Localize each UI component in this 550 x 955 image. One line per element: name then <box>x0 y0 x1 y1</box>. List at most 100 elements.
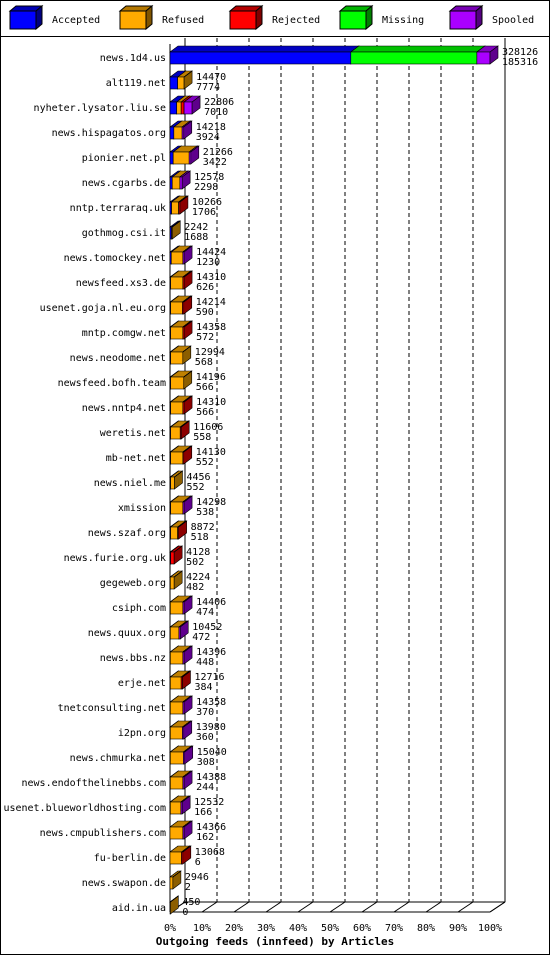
category-label: news.quux.org <box>88 628 166 639</box>
bar-front <box>170 576 175 590</box>
bar-front <box>170 451 184 465</box>
offered-label: 14358 <box>196 322 226 333</box>
bar-top <box>183 295 192 303</box>
tick-mark <box>457 901 474 913</box>
bar-segment <box>179 170 192 190</box>
category-label: news.swapon.de <box>82 878 166 889</box>
bar-segment <box>182 345 191 353</box>
bar-top <box>172 220 181 228</box>
bar-top <box>170 895 179 903</box>
bar-segment <box>183 270 193 278</box>
offered-label: 10266 <box>192 197 222 208</box>
offered-label: 14298 <box>196 497 226 508</box>
bar-segment <box>169 370 193 390</box>
bar-segment <box>178 620 190 640</box>
bar-side <box>183 770 193 790</box>
accepted-label: 558 <box>193 432 211 443</box>
bar-front <box>180 101 185 115</box>
accepted-label: 552 <box>186 482 204 493</box>
accepted-label: 552 <box>196 457 214 468</box>
bar-segment <box>172 870 182 878</box>
legend-label: Rejected <box>272 15 320 26</box>
x-tick-label: 30% <box>257 923 275 934</box>
tick-mark <box>297 901 314 913</box>
bar-segment <box>169 345 192 365</box>
bar-front <box>169 876 174 890</box>
bar-front <box>177 76 185 90</box>
offered-label: 14406 <box>196 597 226 608</box>
bar-front <box>169 76 178 90</box>
bar-front <box>171 176 181 190</box>
bar-front <box>170 401 184 415</box>
accepted-label: 566 <box>196 407 214 418</box>
bar-segment <box>173 545 183 553</box>
offered-label: 13980 <box>196 722 226 733</box>
category-label: xmission <box>118 503 166 514</box>
accepted-label: 448 <box>196 657 214 668</box>
tick-mark <box>201 901 218 913</box>
legend-swatch <box>119 10 147 30</box>
bar-front <box>170 801 182 815</box>
bar-front <box>176 101 182 115</box>
bar-side <box>179 620 189 640</box>
offered-label: 12578 <box>194 172 224 183</box>
accepted-label: 566 <box>196 382 214 393</box>
offered-label: 14130 <box>196 447 226 458</box>
bar-segment <box>183 395 193 403</box>
category-label: news.nntp4.net <box>82 403 166 414</box>
category-label: gegeweb.org <box>100 578 166 589</box>
category-label: weretis.net <box>100 428 166 439</box>
offered-label: 12532 <box>194 797 224 808</box>
accepted-label: 7010 <box>204 107 228 118</box>
bar-segment <box>183 295 192 303</box>
bar-side <box>183 695 193 715</box>
offered-label: 14196 <box>196 372 226 383</box>
accepted-label: 518 <box>191 532 209 543</box>
accepted-label: 370 <box>196 707 214 718</box>
offered-label: 8872 <box>191 522 215 533</box>
bar-segment <box>179 795 192 815</box>
bar-segment <box>172 220 181 228</box>
offered-label: 2242 <box>184 222 208 233</box>
bar-front <box>170 351 184 365</box>
offered-label: 12716 <box>194 672 224 683</box>
bar-segment <box>475 45 499 65</box>
accepted-label: 0 <box>182 907 188 918</box>
tick-mark <box>233 901 250 913</box>
category-label: news.tomockey.net <box>64 253 166 264</box>
accepted-label: 244 <box>196 782 214 793</box>
category-label: gothmog.csi.it <box>82 228 166 239</box>
bar-side <box>181 170 191 190</box>
accepted-label: 166 <box>194 807 212 818</box>
offered-label: 4128 <box>186 547 210 558</box>
offered-label: 11606 <box>193 422 223 433</box>
bar-top <box>183 445 192 453</box>
bar-top <box>178 520 187 528</box>
category-label: alt119.net <box>106 78 166 89</box>
legend-item: Rejected <box>228 4 320 31</box>
bar-top <box>172 870 182 878</box>
bar-front <box>170 376 185 390</box>
tick-mark <box>393 901 410 913</box>
offered-label: 14310 <box>196 397 226 408</box>
bar-top <box>181 420 190 428</box>
bar-front <box>476 51 491 65</box>
bar-top <box>183 70 193 78</box>
bar-front <box>183 101 193 115</box>
legend-item: Missing <box>338 4 424 31</box>
offered-label: 14214 <box>196 297 226 308</box>
bar-top <box>169 45 360 53</box>
category-label: news.cgarbs.de <box>82 178 166 189</box>
category-label: usenet.goja.nl.eu.org <box>40 303 166 314</box>
bar-front <box>170 276 184 290</box>
bar-top <box>174 470 183 478</box>
bar-segment <box>181 120 193 140</box>
bar-segment <box>178 520 187 528</box>
bar-segment <box>170 895 179 903</box>
category-label: news.1d4.us <box>100 53 166 64</box>
accepted-label: 568 <box>195 357 213 368</box>
bar-front <box>179 176 183 190</box>
bar-top <box>182 345 191 353</box>
category-label: aid.in.ua <box>112 903 166 914</box>
